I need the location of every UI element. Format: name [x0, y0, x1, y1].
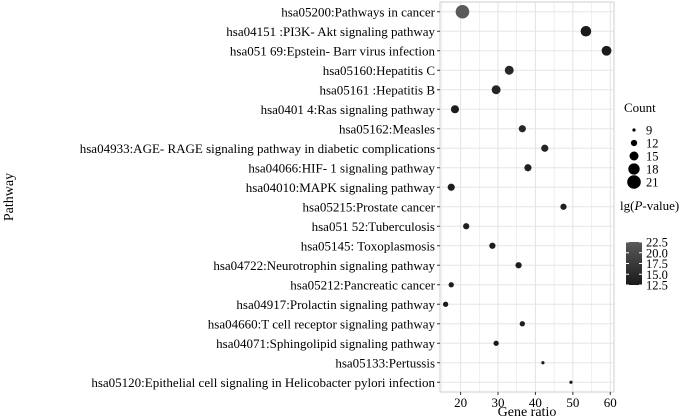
y-category-label: hsa04010:MAPK signaling pathway: [246, 180, 436, 195]
y-axis-category-labels: hsa05200:Pathways in cancer hsa04151 :PI3…: [80, 4, 436, 390]
data-point: [493, 340, 499, 346]
data-point: [455, 4, 470, 19]
y-category-label: hsa04917:Prolactin signaling pathway: [236, 297, 435, 312]
count-legend-key: [630, 139, 638, 147]
y-category-label: hsa04066:HIF- 1 signaling pathway: [248, 160, 435, 175]
x-tick-label: 40: [529, 395, 542, 410]
count-legend-label: 18: [646, 163, 659, 177]
y-category-label: hsa0401 4:Ras signaling pathway: [261, 102, 436, 117]
data-point: [519, 321, 525, 327]
data-point: [560, 203, 567, 210]
y-category-label: hsa04071:Sphingolipid signaling pathway: [216, 336, 435, 351]
count-legend-title: Count: [624, 100, 656, 115]
plot-panel-border: [439, 1, 615, 393]
x-axis-title: Gene ratio: [498, 405, 557, 420]
pvalue-legend-label: 17.5: [646, 257, 668, 271]
pvalue-legend-label: 22.5: [646, 236, 668, 250]
data-point: [569, 380, 573, 384]
data-point: [524, 164, 532, 172]
plot-panel-background: [440, 2, 614, 392]
pvalue-legend-label: 20.0: [646, 246, 668, 260]
count-legend-key: [629, 151, 639, 161]
y-category-label: hsa05161 :Hepatitis B: [319, 82, 435, 97]
y-category-label: hsa05215:Prostate cancer: [303, 199, 436, 214]
data-points: [442, 4, 612, 384]
data-point: [450, 105, 460, 114]
y-category-label: hsa05145: Toxoplasmosis: [301, 238, 435, 253]
pvalue-legend-title: lg(P-value): [620, 198, 679, 213]
data-point: [580, 25, 592, 37]
pvalue-legend-label: 15.0: [646, 268, 668, 282]
data-point: [448, 282, 454, 288]
y-category-label: hsa05200:Pathways in cancer: [281, 4, 435, 19]
pvalue-legend-title-suffix: -value): [642, 198, 679, 213]
data-point: [601, 45, 612, 56]
data-point: [541, 361, 545, 365]
x-tick-label: 60: [604, 395, 617, 410]
data-point: [515, 262, 522, 269]
pvalue-colorbar: [626, 242, 642, 285]
pvalue-legend-title-italic: P: [633, 198, 642, 213]
y-category-label: hsa051 69:Epstein- Barr virus infection: [230, 43, 436, 58]
x-axis-ticks: [460, 392, 611, 395]
count-legend-key: [632, 128, 636, 132]
y-category-label: hsa04151 :PI3K- Akt signaling pathway: [226, 24, 435, 39]
pvalue-color-legend: lg(P-value) 22.520.017.515.012.5: [620, 198, 679, 293]
y-category-label: hsa05160:Hepatitis C: [323, 63, 435, 78]
y-category-label: hsa04933:AGE- RAGE signaling pathway in …: [80, 141, 435, 156]
data-point: [463, 223, 470, 230]
data-point: [491, 85, 501, 95]
count-legend-label: 9: [646, 124, 652, 138]
pvalue-legend-title-prefix: lg(: [620, 198, 634, 213]
count-legend-key: [627, 175, 641, 189]
y-category-label: hsa051 52:Tuberculosis: [312, 219, 435, 234]
data-point: [489, 242, 496, 249]
gridlines: [440, 2, 614, 392]
y-category-label: hsa05162:Measles: [339, 121, 435, 136]
x-tick-label: 50: [566, 395, 579, 410]
y-category-label: hsa05120:Epithelial cell signaling in He…: [91, 375, 435, 390]
data-point: [541, 144, 549, 152]
y-category-label: hsa05133:Pertussis: [335, 355, 435, 370]
x-tick-label: 30: [492, 395, 505, 410]
data-point: [518, 125, 526, 133]
data-point: [442, 301, 449, 307]
y-category-label: hsa04722:Neurotrophin signaling pathway: [213, 258, 435, 273]
y-category-label: hsa05212:Pancreatic cancer: [290, 277, 435, 292]
count-legend-label: 15: [646, 150, 659, 164]
count-legend-key: [628, 163, 640, 175]
data-point: [447, 183, 455, 191]
y-category-label: hsa04660:T cell receptor signaling pathw…: [208, 316, 436, 331]
count-legend-label: 12: [646, 137, 659, 151]
pvalue-legend-label: 12.5: [646, 279, 668, 293]
plot-panel: [439, 1, 615, 393]
y-axis-ticks: [437, 11, 440, 383]
y-axis-title: Pathway: [2, 173, 17, 221]
x-axis-tick-labels: 20 30 40 50 60: [454, 395, 617, 410]
x-tick-label: 20: [454, 395, 467, 410]
count-legend-label: 21: [646, 176, 659, 190]
data-point: [504, 65, 514, 75]
